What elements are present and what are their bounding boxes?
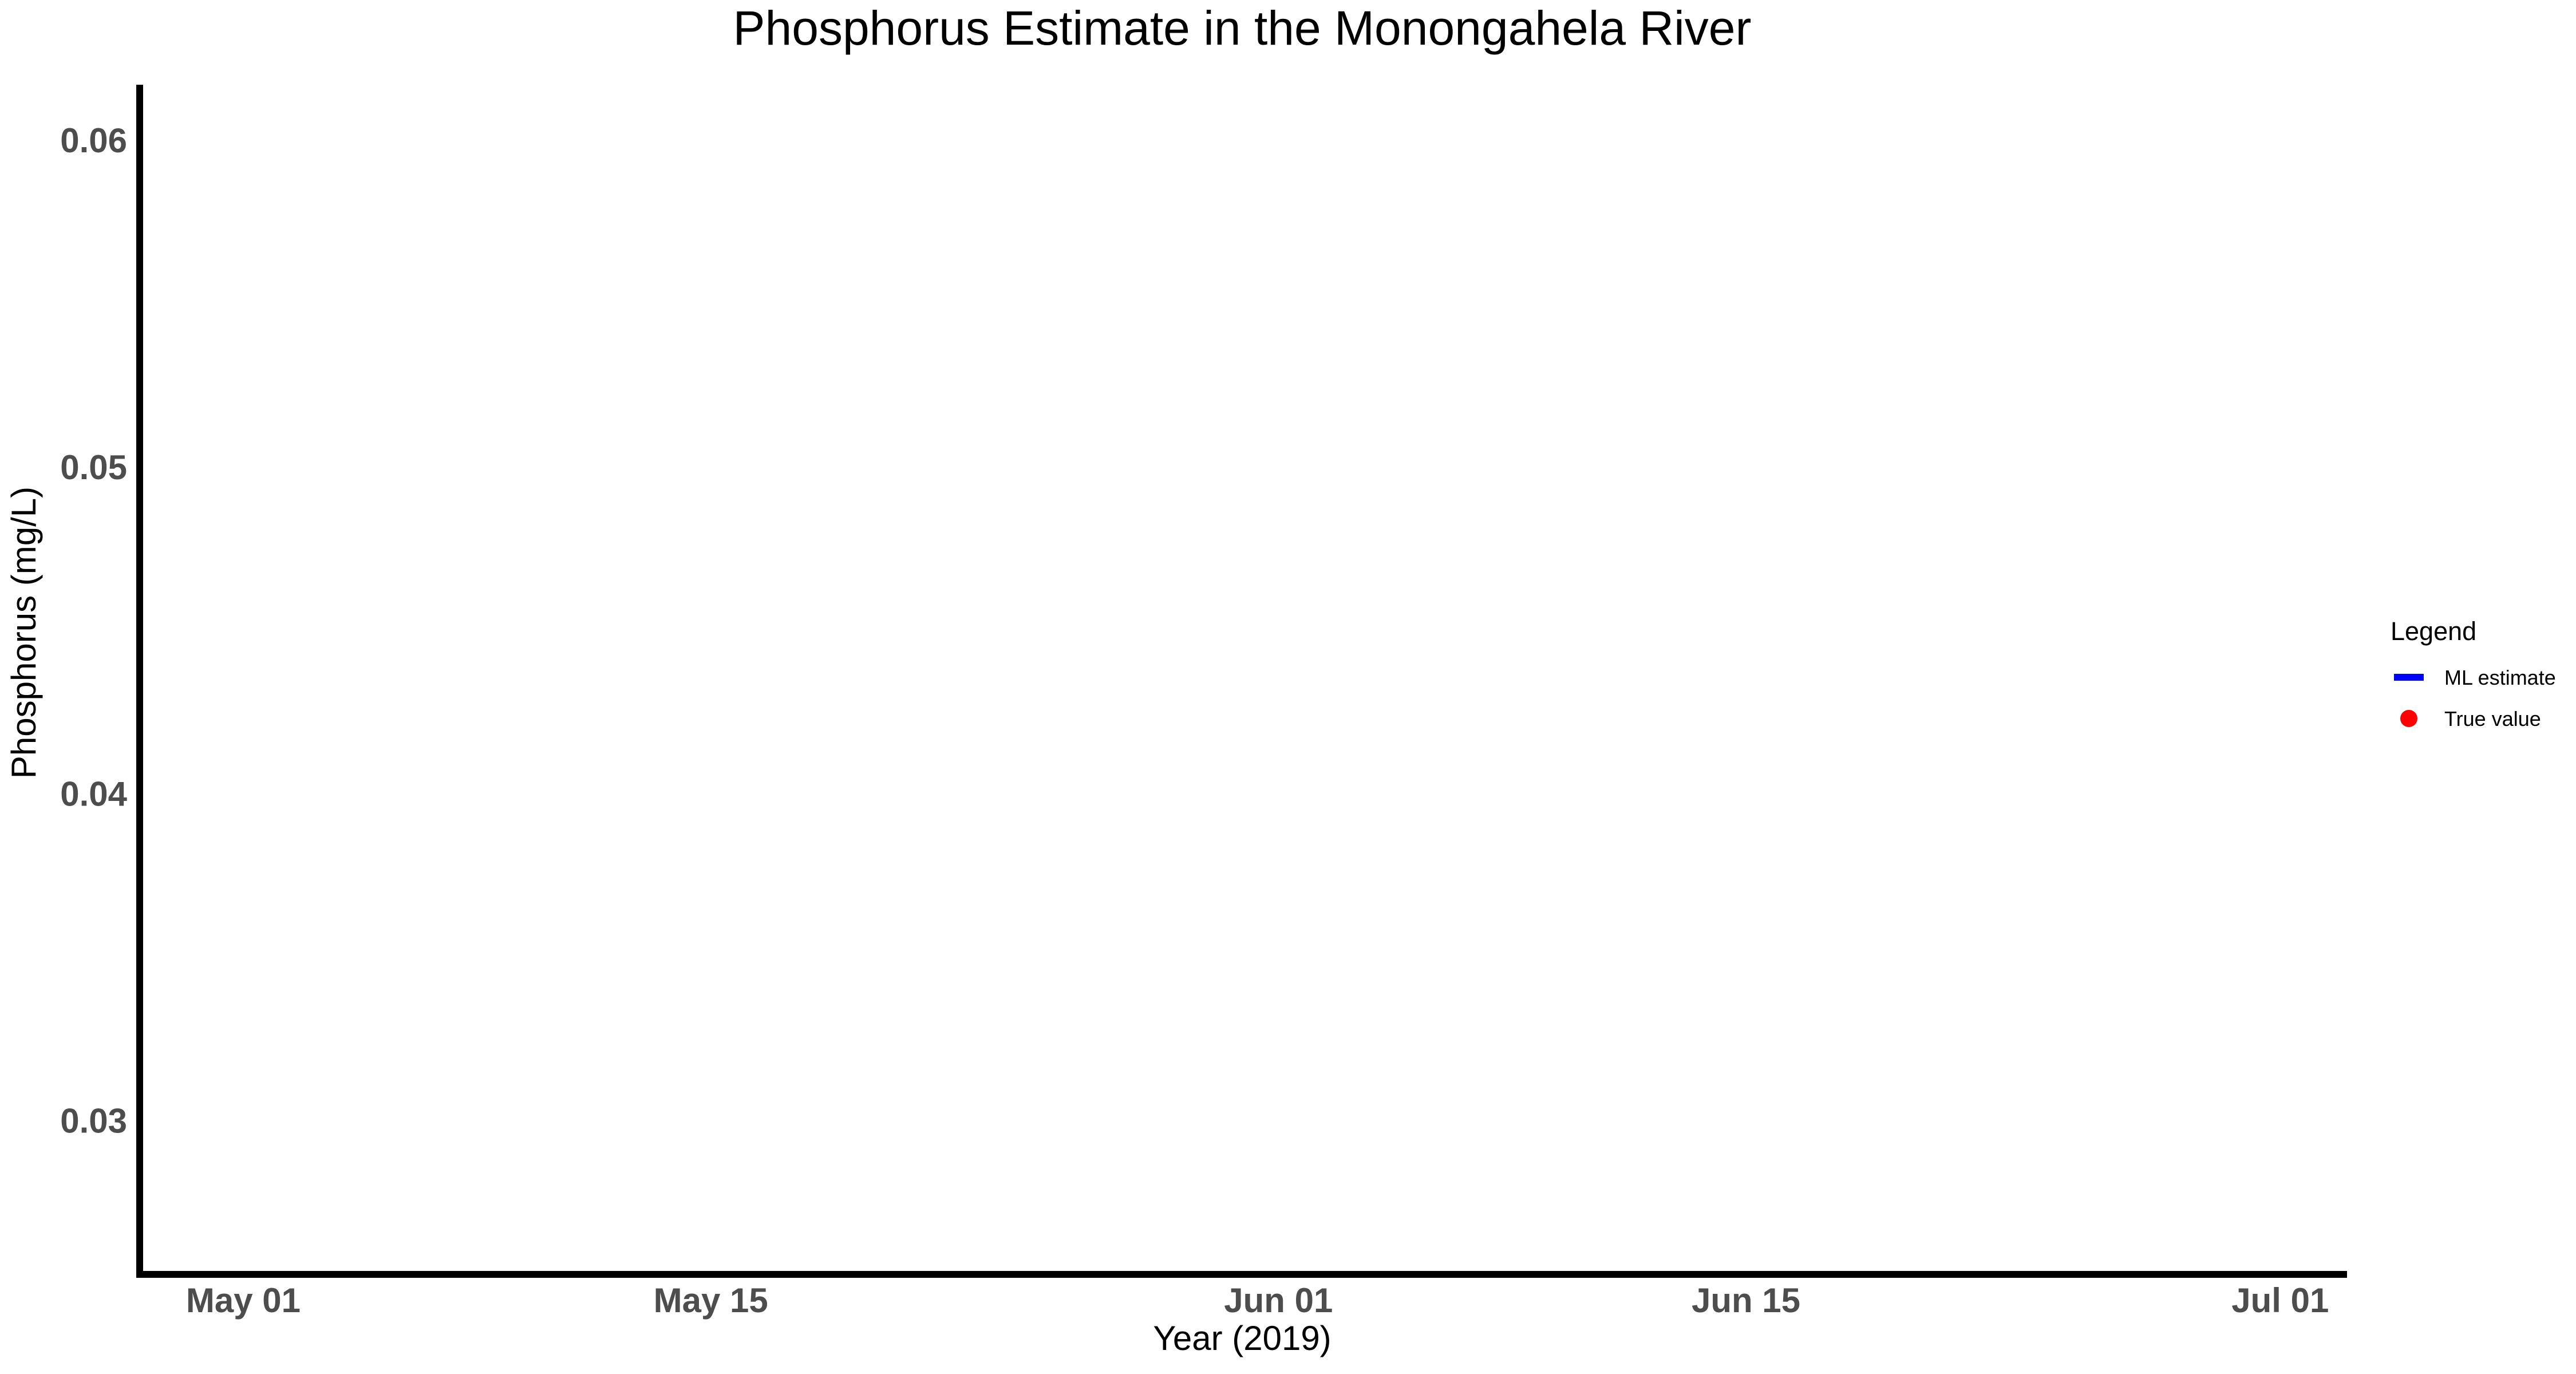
y-tick-label: 0.03: [60, 1101, 127, 1140]
legend-point-key: [2400, 710, 2417, 727]
x-tick-label: Jun 01: [1224, 1281, 1333, 1320]
chart-title: Phosphorus Estimate in the Monongahela R…: [733, 1, 1751, 55]
x-tick-label: Jul 01: [2231, 1281, 2329, 1320]
legend-label: True value: [2444, 707, 2541, 731]
legend-entries: ML estimate True value: [2394, 666, 2556, 731]
y-tick-label: 0.05: [60, 448, 127, 487]
x-tick-label: Jun 15: [1692, 1281, 1800, 1320]
x-tick-label: May 15: [654, 1281, 768, 1320]
y-axis-ticks: 0.03 0.04 0.05 0.06: [60, 121, 127, 1140]
y-tick-label: 0.06: [60, 121, 127, 160]
x-tick-label: May 01: [186, 1281, 301, 1320]
x-axis-ticks: May 01 May 15 Jun 01 Jun 15 Jul 01: [186, 1281, 2329, 1320]
legend-label: ML estimate: [2444, 666, 2556, 689]
x-axis-title: Year (2019): [1153, 1319, 1331, 1357]
legend: Legend ML estimate True value: [2391, 617, 2556, 731]
y-axis-title: Phosphorus (mg/L): [5, 487, 43, 779]
legend-title: Legend: [2391, 617, 2476, 646]
y-tick-label: 0.04: [60, 775, 127, 814]
